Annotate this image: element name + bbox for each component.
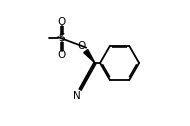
Text: O: O [78,41,86,51]
Text: N: N [73,91,81,101]
Text: O: O [58,17,66,27]
Polygon shape [84,50,95,63]
Text: S: S [58,33,65,43]
Text: O: O [58,50,66,60]
